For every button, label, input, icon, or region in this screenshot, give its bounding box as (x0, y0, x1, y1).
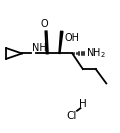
Text: O: O (41, 19, 49, 29)
Text: NH$_2$: NH$_2$ (86, 47, 106, 60)
Text: H: H (79, 99, 87, 109)
Polygon shape (59, 31, 63, 53)
Text: OH: OH (65, 33, 80, 43)
Text: Cl: Cl (66, 111, 77, 121)
Text: NH: NH (32, 43, 47, 53)
